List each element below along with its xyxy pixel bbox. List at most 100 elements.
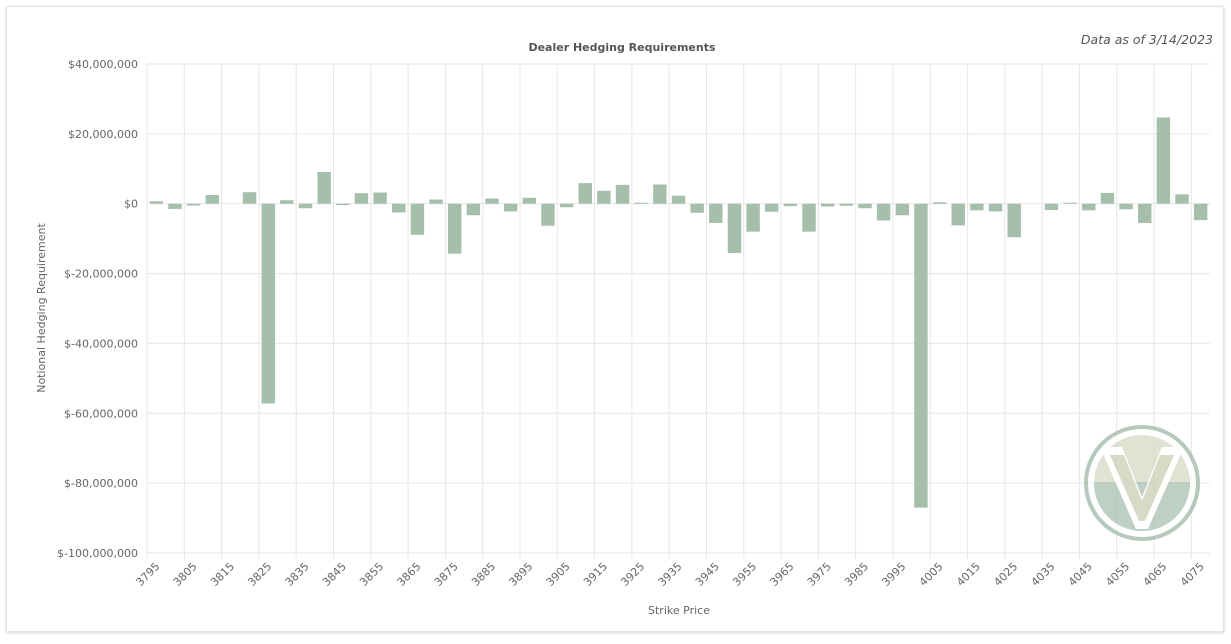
bar-4055[interactable] <box>1119 203 1133 210</box>
bar-3985[interactable] <box>858 203 872 209</box>
data-date-label: Data as of 3/14/2023 <box>1081 32 1213 47</box>
bar-3810[interactable] <box>205 194 219 204</box>
bar-4040[interactable] <box>1063 202 1077 204</box>
bar-3955[interactable] <box>746 203 760 232</box>
x-tick-label: 3955 <box>730 560 759 589</box>
bar-3965[interactable] <box>783 203 798 207</box>
bar-3875[interactable] <box>447 203 462 254</box>
bar-3800[interactable] <box>168 203 182 209</box>
x-tick-label: 4065 <box>1141 560 1170 589</box>
bar-4015[interactable] <box>970 203 984 211</box>
bar-3820[interactable] <box>242 192 257 204</box>
bar-3880[interactable] <box>466 203 481 216</box>
x-tick-label: 3995 <box>879 560 908 589</box>
x-tick-label: 3825 <box>245 560 274 589</box>
bar-3935[interactable] <box>671 195 686 204</box>
x-axis-ticks: 3795 3805 3815 3825 3835 3845 3855 3865 3875 3885… <box>133 560 1206 589</box>
x-tick-label: 3905 <box>544 560 573 589</box>
x-tick-label: 3835 <box>283 560 312 589</box>
gridlines <box>146 63 1210 559</box>
x-tick-label: 3965 <box>768 560 797 589</box>
bar-3870[interactable] <box>429 199 443 204</box>
bar-4010[interactable] <box>951 203 965 226</box>
x-tick-label: 3935 <box>656 560 685 589</box>
bar-3890[interactable] <box>503 203 518 212</box>
x-tick-label: 4055 <box>1103 560 1132 589</box>
bar-3925[interactable] <box>634 202 648 204</box>
x-tick-label: 3805 <box>171 560 200 589</box>
bar-3830[interactable] <box>280 200 294 204</box>
chart-title: Dealer Hedging Requirements <box>528 41 716 54</box>
bar-3860[interactable] <box>392 203 406 213</box>
bar-3915[interactable] <box>597 190 611 204</box>
bar-3980[interactable] <box>839 203 854 206</box>
bar-3845[interactable] <box>336 203 350 206</box>
x-tick-label: 3925 <box>618 560 647 589</box>
bar-3840[interactable] <box>317 171 331 204</box>
bar-3850[interactable] <box>354 193 369 204</box>
y-tick-label: $20,000,000 <box>68 128 138 141</box>
bar-4050[interactable] <box>1100 192 1115 204</box>
bar-3930[interactable] <box>653 184 667 204</box>
y-tick-label: $-80,000,000 <box>64 477 138 490</box>
x-tick-label: 3875 <box>432 560 461 589</box>
y-tick-label: $-60,000,000 <box>64 407 138 420</box>
bar-4000[interactable] <box>914 203 928 508</box>
x-tick-label: 3865 <box>395 560 424 589</box>
x-tick-label: 3915 <box>581 560 610 589</box>
x-axis-title: Strike Price <box>648 604 710 617</box>
bar-3945[interactable] <box>709 203 723 223</box>
y-axis-title: Notional Hedging Requirement <box>35 223 48 393</box>
bar-3895[interactable] <box>522 197 537 204</box>
bars[interactable] <box>149 117 1208 508</box>
bar-4005[interactable] <box>932 202 947 204</box>
bar-3975[interactable] <box>820 203 835 207</box>
bar-3905[interactable] <box>559 203 574 208</box>
x-tick-label: 3795 <box>133 560 162 589</box>
x-tick-label: 3855 <box>357 560 386 589</box>
x-tick-label: 4025 <box>991 560 1020 589</box>
bar-3995[interactable] <box>895 203 910 216</box>
x-tick-label: 4045 <box>1066 560 1095 589</box>
y-tick-label: $40,000,000 <box>68 58 138 71</box>
bar-4075[interactable] <box>1193 203 1208 221</box>
x-tick-label: 4035 <box>1029 560 1058 589</box>
bar-4070[interactable] <box>1175 194 1189 204</box>
y-tick-label: $0 <box>124 198 138 211</box>
bar-4020[interactable] <box>988 203 1003 212</box>
bar-3835[interactable] <box>298 203 313 209</box>
bar-3990[interactable] <box>876 203 891 221</box>
x-tick-label: 3985 <box>842 560 871 589</box>
y-tick-label: $-100,000,000 <box>57 547 138 560</box>
bar-3885[interactable] <box>485 198 499 204</box>
x-tick-label: 4015 <box>954 560 983 589</box>
bar-3795[interactable] <box>149 201 164 204</box>
bar-4045[interactable] <box>1082 203 1096 211</box>
bar-3900[interactable] <box>541 203 555 226</box>
bar-4025[interactable] <box>1007 203 1021 238</box>
y-tick-label: $-20,000,000 <box>64 268 138 281</box>
x-tick-label: 4075 <box>1178 560 1207 589</box>
chart-card: Dealer Hedging Requirements Data as of 3… <box>6 6 1224 632</box>
bar-3970[interactable] <box>802 203 816 232</box>
bar-3865[interactable] <box>410 203 425 235</box>
brand-logo-watermark <box>1084 425 1200 541</box>
bar-3825[interactable] <box>261 203 275 404</box>
y-axis-ticks: $40,000,000 $20,000,000 $0 $-20,000,000 $-40… <box>57 58 138 560</box>
bar-3960[interactable] <box>765 203 779 212</box>
bar-4035[interactable] <box>1044 203 1059 211</box>
bar-3855[interactable] <box>373 192 387 204</box>
bar-3950[interactable] <box>727 203 742 253</box>
x-tick-label: 3815 <box>208 560 237 589</box>
bar-3940[interactable] <box>690 203 704 213</box>
x-tick-label: 3975 <box>805 560 834 589</box>
bar-4065[interactable] <box>1156 117 1171 204</box>
bar-3910[interactable] <box>578 183 592 204</box>
bar-3805[interactable] <box>186 203 201 206</box>
bar-3920[interactable] <box>615 184 630 204</box>
x-tick-label: 3885 <box>469 560 498 589</box>
x-tick-label: 3845 <box>320 560 349 589</box>
bar-4060[interactable] <box>1138 203 1152 223</box>
x-tick-label: 4005 <box>917 560 946 589</box>
x-tick-label: 3945 <box>693 560 722 589</box>
